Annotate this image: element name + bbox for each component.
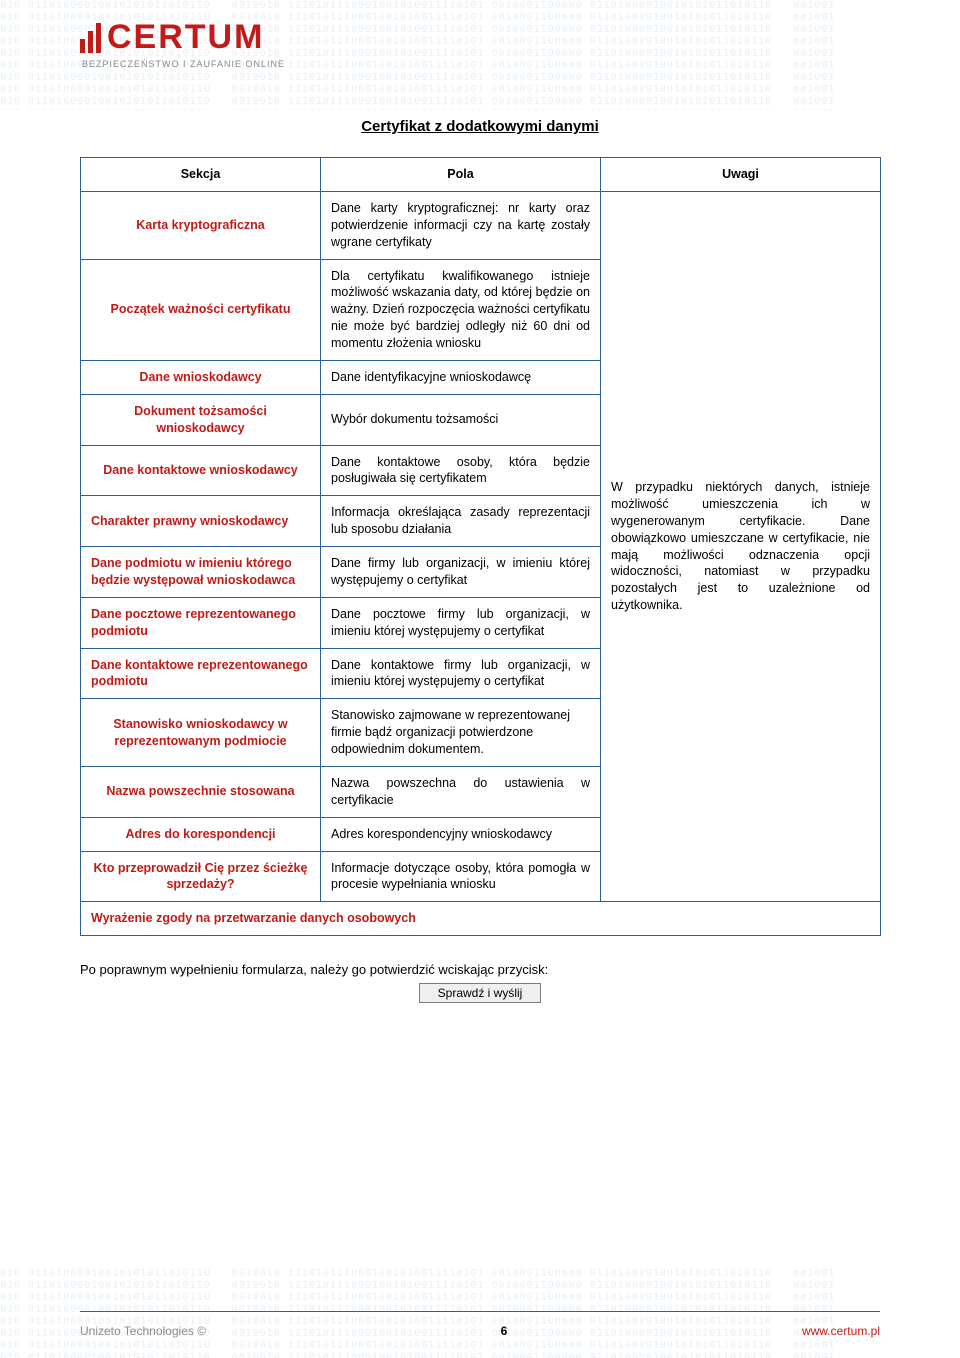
section-label: Dane wnioskodawcy: [81, 360, 321, 394]
field-desc: Informacja określająca zasady reprezenta…: [321, 496, 601, 547]
footer-company: Unizeto Technologies ©: [80, 1324, 206, 1338]
section-label: Stanowisko wnioskodawcy w reprezentowany…: [81, 699, 321, 767]
section-label: Dane kontaktowe reprezentowanego podmiot…: [81, 648, 321, 699]
field-desc: Dane karty kryptograficznej: nr karty or…: [321, 191, 601, 259]
logo: CERTUM BEZPIECZEŃSTWO I ZAUFANIE ONLINE: [80, 18, 285, 69]
consent-text: Wyrażenie zgody na przetwarzanie danych …: [81, 902, 881, 936]
section-label: Adres do korespondencji: [81, 817, 321, 851]
section-label: Dane kontaktowe wnioskodawcy: [81, 445, 321, 496]
col-uwagi: Uwagi: [601, 158, 881, 192]
footer-page-number: 6: [501, 1324, 508, 1338]
field-desc: Informacje dotyczące osoby, która pomogł…: [321, 851, 601, 902]
field-desc: Dane kontaktowe firmy lub organizacji, w…: [321, 648, 601, 699]
section-label: Karta kryptograficzna: [81, 191, 321, 259]
confirmation-text: Po poprawnym wypełnieniu formularza, nal…: [80, 962, 880, 977]
section-label: Dane podmiotu w imieniu którego będzie w…: [81, 547, 321, 598]
field-desc: Dane pocztowe firmy lub organizacji, w i…: [321, 597, 601, 648]
table-row: Karta kryptograficzna Dane karty kryptog…: [81, 191, 881, 259]
field-desc: Stanowisko zajmowane w reprezentowanej f…: [321, 699, 601, 767]
uwagi-cell: W przypadku niektórych danych, istnieje …: [601, 191, 881, 901]
binary-background-bottom: 010 01101000010010101011010110 0010010 1…: [0, 1268, 960, 1358]
field-desc: Dane kontaktowe osoby, która będzie posł…: [321, 445, 601, 496]
field-desc: Dane identyfikacyjne wnioskodawcę: [321, 360, 601, 394]
section-label: Początek ważności certyfikatu: [81, 259, 321, 360]
table-header-row: Sekcja Pola Uwagi: [81, 158, 881, 192]
footer-divider: [80, 1311, 880, 1312]
col-sekcja: Sekcja: [81, 158, 321, 192]
logo-bars-icon: [80, 23, 101, 53]
logo-tagline: BEZPIECZEŃSTWO I ZAUFANIE ONLINE: [82, 59, 285, 69]
field-desc: Nazwa powszechna do ustawienia w certyfi…: [321, 766, 601, 817]
footer-url: www.certum.pl: [802, 1324, 880, 1338]
logo-brand: CERTUM: [107, 18, 264, 57]
consent-row: Wyrażenie zgody na przetwarzanie danych …: [81, 902, 881, 936]
document-content: Certyfikat z dodatkowymi danymi Sekcja P…: [80, 118, 880, 1003]
fields-table: Sekcja Pola Uwagi Karta kryptograficzna …: [80, 157, 881, 936]
field-desc: Wybór dokumentu tożsamości: [321, 394, 601, 445]
field-desc: Dla certyfikatu kwalifikowanego istnieje…: [321, 259, 601, 360]
page-footer: Unizeto Technologies © 6 www.certum.pl: [80, 1324, 880, 1338]
col-pola: Pola: [321, 158, 601, 192]
section-label: Kto przeprowadził Cię przez ścieżkę sprz…: [81, 851, 321, 902]
document-title: Certyfikat z dodatkowymi danymi: [80, 118, 880, 135]
section-label: Nazwa powszechnie stosowana: [81, 766, 321, 817]
field-desc: Dane firmy lub organizacji, w imieniu kt…: [321, 547, 601, 598]
section-label: Charakter prawny wnioskodawcy: [81, 496, 321, 547]
submit-button[interactable]: Sprawdź i wyślij: [419, 983, 542, 1003]
field-desc: Adres korespondencyjny wnioskodawcy: [321, 817, 601, 851]
section-label: Dokument tożsamości wnioskodawcy: [81, 394, 321, 445]
section-label: Dane pocztowe reprezentowanego podmiotu: [81, 597, 321, 648]
